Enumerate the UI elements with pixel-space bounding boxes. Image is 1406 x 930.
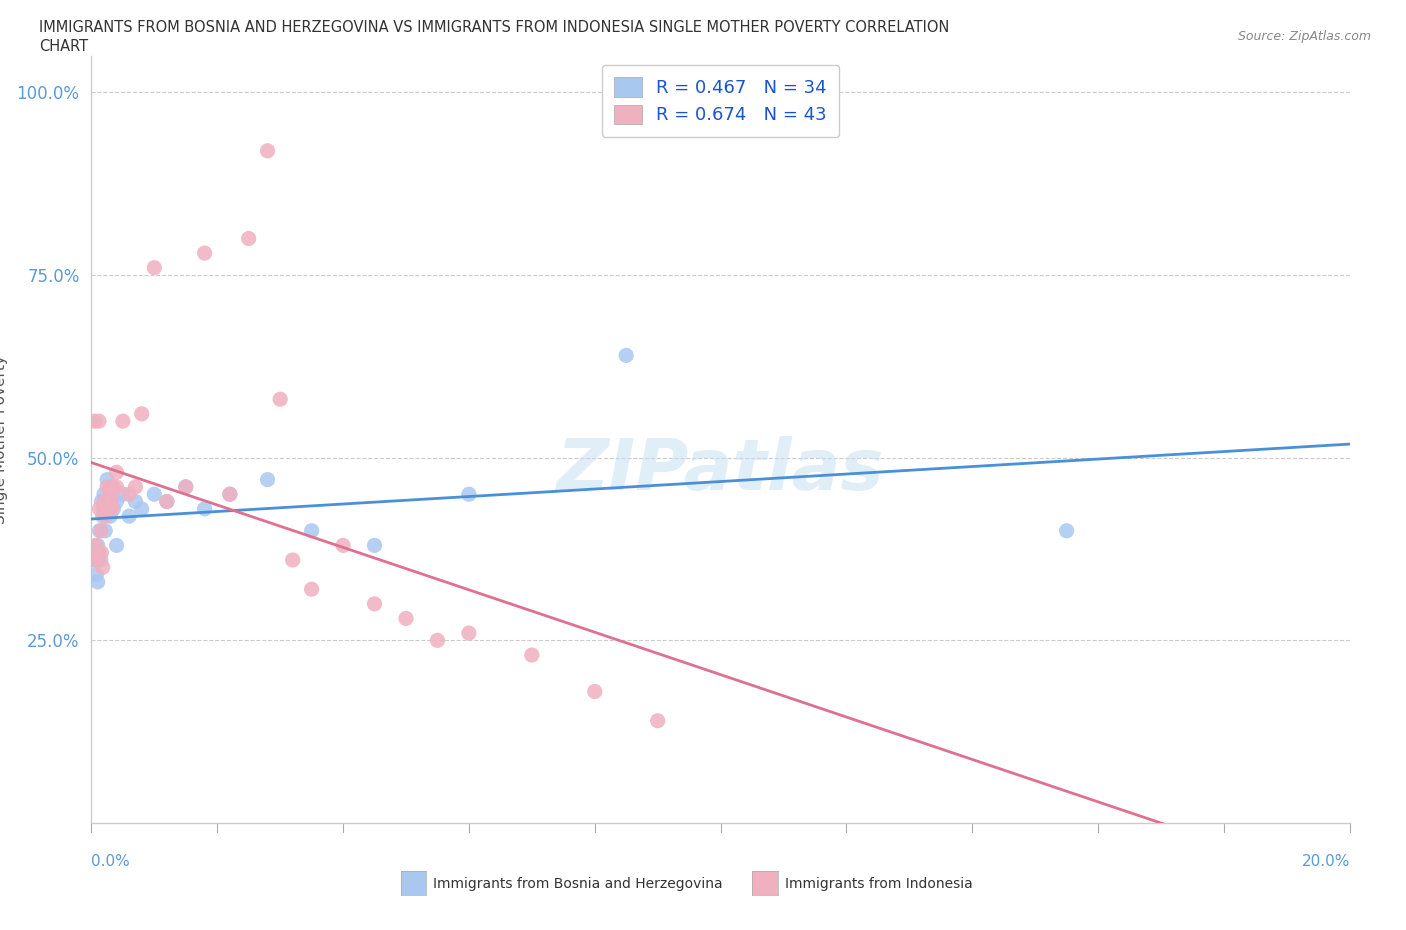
Point xyxy=(174,480,197,495)
Point xyxy=(86,545,108,560)
Point xyxy=(83,552,105,567)
Point xyxy=(101,501,124,516)
Point xyxy=(269,392,291,406)
Point xyxy=(457,626,479,641)
Point xyxy=(174,480,197,495)
Point xyxy=(426,633,449,648)
Point xyxy=(91,560,114,575)
Point xyxy=(301,524,323,538)
Point xyxy=(1056,524,1078,538)
Point xyxy=(647,713,669,728)
Point xyxy=(395,611,418,626)
Text: Source: ZipAtlas.com: Source: ZipAtlas.com xyxy=(1237,30,1371,43)
Point xyxy=(98,509,121,524)
Point xyxy=(94,524,117,538)
Text: 20.0%: 20.0% xyxy=(1302,854,1350,869)
Point xyxy=(89,524,111,538)
Point xyxy=(86,575,108,590)
Point xyxy=(87,545,110,560)
Point xyxy=(98,486,121,501)
Point xyxy=(281,552,304,567)
Legend: R = 0.467   N = 34, R = 0.674   N = 43: R = 0.467 N = 34, R = 0.674 N = 43 xyxy=(602,65,839,137)
Point xyxy=(103,480,125,495)
Point xyxy=(103,501,125,516)
Point xyxy=(301,582,323,597)
Text: 0.0%: 0.0% xyxy=(91,854,131,869)
Point xyxy=(118,486,141,501)
Point xyxy=(156,494,179,509)
Point xyxy=(118,509,141,524)
Point xyxy=(218,486,240,501)
Point xyxy=(86,538,108,552)
Text: Immigrants from Bosnia and Herzegovina: Immigrants from Bosnia and Herzegovina xyxy=(433,876,723,891)
Point xyxy=(89,501,111,516)
Point xyxy=(194,246,217,260)
Point xyxy=(86,552,108,567)
Point xyxy=(96,472,118,487)
Point xyxy=(143,260,166,275)
Point xyxy=(614,348,637,363)
Point xyxy=(94,509,117,524)
Point xyxy=(93,494,115,509)
Point xyxy=(105,538,128,552)
Point xyxy=(156,494,179,509)
Point xyxy=(363,538,385,552)
Point xyxy=(143,486,166,501)
Point xyxy=(90,552,112,567)
Text: IMMIGRANTS FROM BOSNIA AND HERZEGOVINA VS IMMIGRANTS FROM INDONESIA SINGLE MOTHE: IMMIGRANTS FROM BOSNIA AND HERZEGOVINA V… xyxy=(39,20,949,35)
Point xyxy=(90,524,112,538)
Text: ZIPatlas: ZIPatlas xyxy=(557,435,884,505)
Point xyxy=(93,486,115,501)
Point xyxy=(131,406,153,421)
Text: Immigrants from Indonesia: Immigrants from Indonesia xyxy=(785,876,973,891)
Point xyxy=(111,414,134,429)
Point xyxy=(83,414,105,429)
Point xyxy=(332,538,354,552)
Point xyxy=(256,472,278,487)
Point xyxy=(238,231,260,246)
Point xyxy=(583,684,606,699)
Point xyxy=(520,647,543,662)
Point xyxy=(363,596,385,611)
Point xyxy=(124,494,146,509)
Point xyxy=(105,494,128,509)
Point xyxy=(84,538,107,552)
Point xyxy=(91,509,114,524)
Point xyxy=(105,465,128,480)
Point xyxy=(131,501,153,516)
Point xyxy=(111,486,134,501)
Point xyxy=(256,143,278,158)
Point xyxy=(86,567,108,582)
Point xyxy=(194,501,217,516)
Point xyxy=(457,486,479,501)
Point xyxy=(87,414,110,429)
Text: CHART: CHART xyxy=(39,39,89,54)
Point xyxy=(93,501,115,516)
Point xyxy=(100,494,122,509)
Point xyxy=(105,480,128,495)
Point xyxy=(98,494,121,509)
Point xyxy=(96,480,118,495)
Point xyxy=(93,501,115,516)
Y-axis label: Single Mother Poverty: Single Mother Poverty xyxy=(0,355,8,524)
Point xyxy=(100,480,122,495)
Point xyxy=(124,480,146,495)
Point xyxy=(82,552,104,567)
Point xyxy=(98,501,121,516)
Point xyxy=(90,545,112,560)
Point xyxy=(218,486,240,501)
Point xyxy=(90,494,112,509)
